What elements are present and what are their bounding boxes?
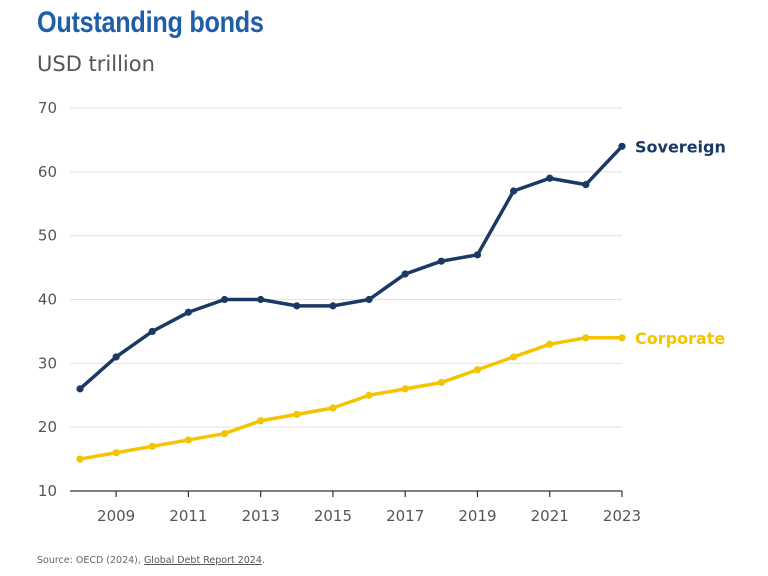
corporate-point	[257, 417, 265, 425]
corporate-point	[293, 410, 301, 418]
sovereign-point	[401, 270, 409, 278]
corporate-series-label: Corporate	[635, 329, 725, 348]
y-tick-label: 40	[38, 291, 57, 309]
x-axis-ticks: 2009 2011 2013 2015 2017 2019 2021 2023	[97, 491, 641, 525]
corporate-point	[76, 455, 84, 463]
source-suffix: .	[261, 555, 265, 566]
sovereign-point	[329, 302, 337, 310]
corporate-point	[112, 449, 120, 457]
y-tick-label: 20	[38, 418, 57, 436]
y-tick-label: 70	[38, 99, 57, 117]
sovereign-point	[220, 295, 229, 304]
sovereign-point	[546, 174, 554, 182]
corporate-point	[365, 391, 373, 399]
sovereign-point	[257, 295, 265, 304]
source-link[interactable]: Global Debt Report 2024	[143, 555, 262, 566]
sovereign-point	[293, 302, 301, 310]
sovereign-point	[582, 181, 590, 189]
source-prefix: Source: OECD (2024),	[37, 555, 144, 566]
sovereign-point	[437, 257, 445, 265]
x-tick-label: 2011	[169, 507, 207, 525]
corporate-point	[582, 334, 590, 342]
corporate-point	[473, 366, 482, 374]
x-tick-label: 2013	[242, 507, 280, 525]
y-tick-label: 10	[38, 482, 57, 500]
corporate-point	[184, 436, 192, 444]
x-tick-label: 2019	[458, 507, 496, 525]
corporate-point	[401, 385, 409, 393]
x-tick-label: 2009	[97, 507, 135, 525]
y-tick-label: 60	[38, 163, 57, 181]
corporate-point	[437, 378, 445, 387]
chart-subtitle: USD trillion	[37, 52, 155, 76]
sovereign-point	[148, 327, 156, 336]
corporate-point	[220, 429, 229, 438]
corporate-point	[148, 442, 156, 450]
sovereign-point	[184, 308, 192, 316]
sovereign-line	[78, 144, 624, 391]
y-axis-ticks: 10 20 30 40 50 60 70	[38, 99, 57, 500]
sovereign-point	[618, 142, 626, 150]
source-note: Source: OECD (2024), Global Debt Report …	[37, 555, 265, 566]
corporate-point	[329, 404, 337, 412]
sovereign-point	[112, 353, 120, 361]
corporate-point	[509, 353, 518, 361]
gridlines	[70, 107, 622, 492]
sovereign-point	[76, 385, 84, 393]
sovereign-point	[509, 187, 518, 195]
y-tick-label: 30	[38, 354, 57, 372]
corporate-point	[546, 340, 554, 348]
x-tick-label: 2023	[603, 507, 641, 525]
sovereign-point	[365, 295, 373, 304]
sovereign-series-label: Sovereign	[635, 137, 726, 156]
series-lines: Sovereign Corporate	[76, 137, 726, 463]
chart-title: Outstanding bonds	[37, 6, 264, 39]
x-tick-label: 2015	[314, 507, 352, 525]
corporate-point	[618, 334, 626, 342]
sovereign-point	[473, 251, 482, 259]
corporate-line	[78, 336, 624, 461]
y-tick-label: 50	[38, 227, 57, 245]
x-tick-label: 2017	[386, 507, 424, 525]
x-tick-label: 2021	[531, 507, 569, 525]
